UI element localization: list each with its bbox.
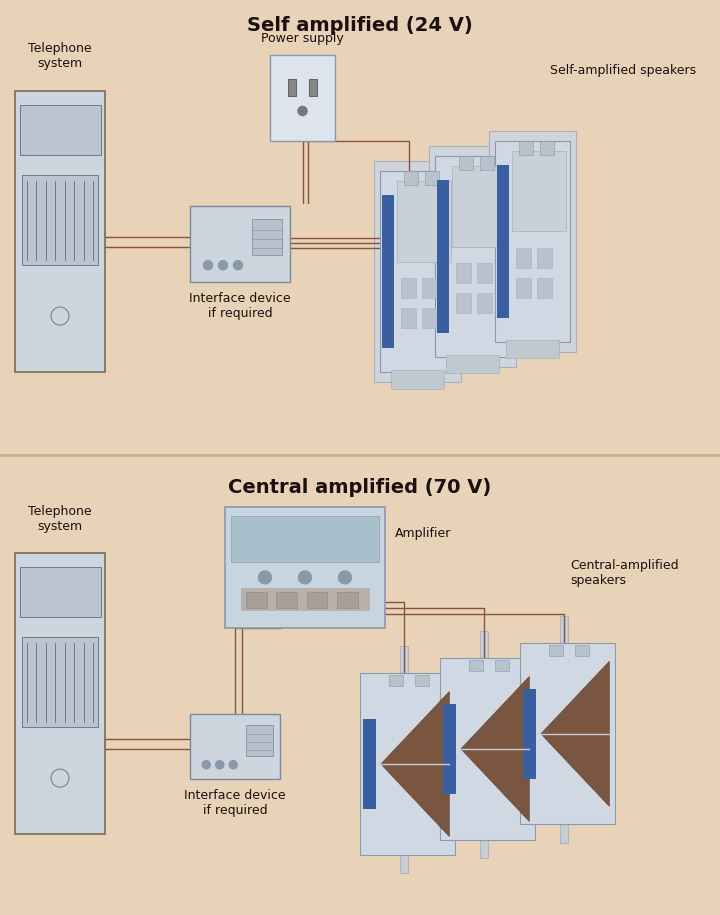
Bar	[440, 659, 535, 840]
Bar	[288, 80, 296, 96]
Bar	[425, 171, 438, 185]
Bar	[225, 507, 385, 628]
Bar	[446, 355, 499, 373]
Bar	[519, 141, 533, 155]
Bar	[451, 167, 505, 246]
Bar	[435, 156, 510, 357]
Bar	[469, 660, 482, 671]
Bar	[477, 293, 492, 313]
Bar	[456, 263, 471, 283]
Bar	[516, 248, 531, 268]
Bar	[506, 340, 559, 359]
Bar	[540, 141, 554, 155]
Bar	[380, 171, 455, 372]
Circle shape	[218, 261, 228, 270]
Bar	[537, 248, 552, 268]
Bar	[231, 516, 379, 562]
Bar	[549, 645, 563, 656]
Text: Interface device
if required: Interface device if required	[184, 789, 286, 817]
Circle shape	[258, 571, 271, 584]
Bar	[15, 553, 105, 834]
Text: Amplifier: Amplifier	[395, 527, 451, 541]
Polygon shape	[541, 662, 609, 806]
Text: Telephone
system: Telephone system	[28, 504, 92, 533]
Bar	[309, 80, 317, 96]
Bar	[560, 616, 567, 843]
Bar	[19, 104, 101, 156]
Bar	[497, 165, 508, 318]
Bar	[307, 592, 328, 608]
Bar	[443, 704, 456, 794]
Bar	[22, 637, 98, 727]
Text: Self-amplified speakers: Self-amplified speakers	[550, 64, 696, 77]
Circle shape	[216, 760, 224, 769]
Circle shape	[51, 769, 69, 787]
Bar	[415, 675, 429, 686]
Bar	[241, 588, 369, 610]
Circle shape	[233, 261, 243, 270]
Bar	[389, 675, 402, 686]
Bar	[401, 308, 416, 328]
Bar	[575, 645, 590, 656]
Bar	[429, 145, 516, 367]
Circle shape	[204, 261, 212, 270]
Circle shape	[51, 307, 69, 325]
Bar	[15, 91, 105, 372]
Text: Power supply: Power supply	[261, 32, 344, 45]
Bar	[436, 180, 449, 333]
Bar	[190, 207, 290, 282]
Circle shape	[298, 106, 307, 115]
Bar	[459, 156, 472, 170]
Bar	[252, 220, 282, 255]
Bar	[276, 592, 297, 608]
Bar	[495, 660, 509, 671]
Text: Self amplified (24 V): Self amplified (24 V)	[247, 16, 473, 35]
Bar	[337, 592, 358, 608]
Bar	[477, 263, 492, 283]
Bar	[404, 171, 418, 185]
Circle shape	[229, 760, 238, 769]
Bar	[360, 673, 455, 855]
Bar	[537, 278, 552, 298]
Bar	[374, 161, 461, 382]
Bar	[401, 278, 416, 298]
Bar	[489, 131, 576, 352]
Bar	[516, 278, 531, 298]
Circle shape	[338, 571, 351, 584]
Bar	[190, 714, 280, 779]
Text: Central amplified (70 V): Central amplified (70 V)	[228, 478, 492, 497]
Bar	[523, 688, 536, 779]
Bar	[511, 151, 565, 231]
Bar	[382, 195, 394, 349]
Bar	[397, 181, 451, 262]
Polygon shape	[461, 676, 529, 822]
Bar	[480, 156, 493, 170]
Circle shape	[299, 571, 311, 584]
Bar	[19, 566, 101, 618]
Bar	[422, 308, 437, 328]
Bar	[246, 725, 273, 756]
Bar	[22, 175, 98, 265]
Bar	[480, 631, 487, 857]
Bar	[246, 592, 266, 608]
Bar	[456, 293, 471, 313]
Text: Telephone
system: Telephone system	[28, 42, 92, 70]
Polygon shape	[381, 692, 449, 836]
Bar	[391, 371, 444, 389]
Bar	[363, 719, 376, 809]
Bar	[495, 141, 570, 342]
Bar	[400, 646, 408, 873]
Circle shape	[202, 760, 210, 769]
Bar	[520, 643, 615, 824]
Text: Central-amplified speakers: Central-amplified speakers	[570, 559, 679, 587]
Bar	[270, 55, 335, 141]
Bar	[422, 278, 437, 298]
Text: Interface device
if required: Interface device if required	[189, 292, 291, 320]
